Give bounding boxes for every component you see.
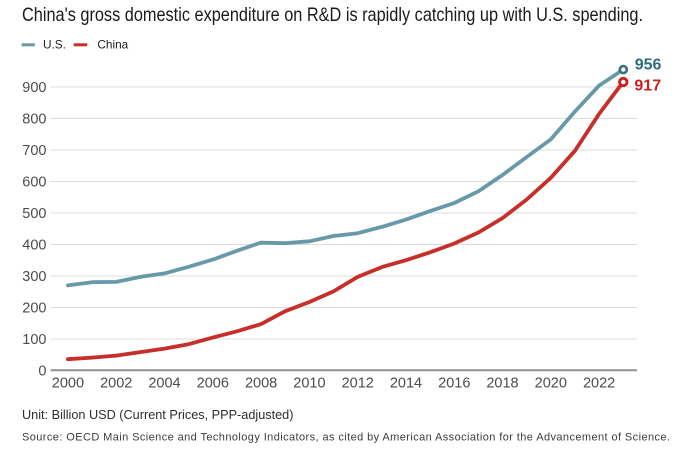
svg-text:China's gross domestic expendi: China's gross domestic expenditure on R&… <box>22 5 643 26</box>
svg-text:Source: OECD Main Science and: Source: OECD Main Science and Technology… <box>22 432 670 444</box>
svg-text:917: 917 <box>634 78 661 95</box>
svg-text:300: 300 <box>22 269 46 285</box>
svg-text:900: 900 <box>22 80 46 96</box>
svg-text:2018: 2018 <box>486 376 518 392</box>
svg-text:Unit: Billion USD (Current Pri: Unit: Billion USD (Current Prices, PPP-a… <box>22 408 293 422</box>
svg-text:500: 500 <box>22 206 46 222</box>
svg-text:700: 700 <box>22 143 46 159</box>
svg-text:600: 600 <box>22 175 46 191</box>
svg-text:2020: 2020 <box>535 376 567 392</box>
svg-text:China: China <box>97 38 128 52</box>
svg-text:2004: 2004 <box>148 376 180 392</box>
svg-text:2006: 2006 <box>197 376 229 392</box>
svg-text:2022: 2022 <box>583 376 615 392</box>
svg-text:2002: 2002 <box>100 376 132 392</box>
svg-text:800: 800 <box>22 112 46 128</box>
svg-text:2012: 2012 <box>342 376 374 392</box>
svg-text:2014: 2014 <box>390 376 422 392</box>
svg-text:2016: 2016 <box>438 376 470 392</box>
svg-text:100: 100 <box>22 332 46 348</box>
svg-text:400: 400 <box>22 238 46 254</box>
svg-text:2008: 2008 <box>245 376 277 392</box>
svg-text:U.S.: U.S. <box>43 38 66 52</box>
svg-text:2010: 2010 <box>293 376 325 392</box>
svg-text:0: 0 <box>38 363 46 379</box>
svg-text:956: 956 <box>635 57 662 74</box>
svg-text:200: 200 <box>22 300 46 316</box>
svg-text:2000: 2000 <box>52 376 84 392</box>
